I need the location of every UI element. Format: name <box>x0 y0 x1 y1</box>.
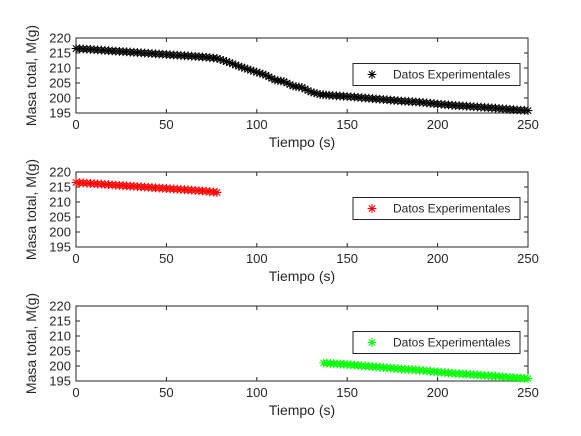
plot-area-2 <box>75 171 529 248</box>
x-tick-label: 0 <box>72 385 79 400</box>
legend-marker <box>367 203 377 214</box>
subplot-3: 0 50 100 150 200 250195200205210215220Tiempo … <box>23 293 539 418</box>
x-tick-label: 200 <box>427 117 449 132</box>
subplot-2: 0 50 100 150 200 250195200205210215220Tiempo … <box>23 159 539 284</box>
y-tick-label: 220 <box>49 31 71 46</box>
x-axis-label: Tiempo (s) <box>269 134 335 150</box>
series-1 <box>319 358 533 384</box>
y-tick-label: 215 <box>49 314 71 329</box>
y-axis-label: Masa total, M(g) <box>23 293 39 394</box>
legend-label: Datos Experimentales <box>393 68 510 82</box>
legend-box <box>352 197 521 220</box>
x-tick-label: 0 <box>72 117 79 132</box>
legend-marker <box>367 69 377 80</box>
y-tick-label: 210 <box>49 329 71 344</box>
y-tick-label: 200 <box>49 91 71 106</box>
x-tick-label: 0 <box>72 251 79 266</box>
y-tick-label: 210 <box>49 61 71 76</box>
x-tick-label: 100 <box>246 251 268 266</box>
legend-label: Datos Experimentales <box>393 202 510 216</box>
y-tick-label: 195 <box>49 374 71 389</box>
data-point <box>212 187 222 197</box>
data-point <box>523 374 533 384</box>
legend: Datos Experimentales <box>352 63 521 86</box>
y-tick-label: 205 <box>49 76 71 91</box>
series-1 <box>71 177 222 197</box>
legend-box <box>352 63 521 86</box>
x-tick-label: 100 <box>246 117 268 132</box>
x-tick-label: 50 <box>159 251 173 266</box>
y-tick-label: 205 <box>49 210 71 225</box>
plot-area-3 <box>75 305 529 382</box>
legend-box <box>352 331 521 354</box>
x-tick-label: 250 <box>517 385 539 400</box>
x-axis-label: Tiempo (s) <box>269 268 335 284</box>
x-tick-label: 200 <box>427 385 449 400</box>
x-tick-label: 50 <box>159 385 173 400</box>
x-tick-label: 250 <box>517 251 539 266</box>
legend: Datos Experimentales <box>352 331 521 354</box>
subplot-1: 0 50 100 150 200 250195200205210215220Tiempo … <box>23 25 539 150</box>
y-tick-label: 220 <box>49 299 71 314</box>
x-tick-label: 200 <box>427 251 449 266</box>
y-axis-label: Masa total, M(g) <box>23 159 39 260</box>
y-tick-label: 215 <box>49 46 71 61</box>
data-point <box>523 106 533 116</box>
y-tick-label: 200 <box>49 359 71 374</box>
x-axis-label: Tiempo (s) <box>269 402 335 418</box>
y-tick-label: 220 <box>49 165 71 180</box>
y-tick-label: 210 <box>49 195 71 210</box>
y-tick-label: 195 <box>49 240 71 255</box>
x-tick-label: 150 <box>336 251 358 266</box>
y-tick-label: 215 <box>49 180 71 195</box>
x-tick-label: 100 <box>246 385 268 400</box>
legend: Datos Experimentales <box>352 197 521 220</box>
plot-area-1 <box>75 37 529 114</box>
series-1 <box>71 43 533 116</box>
x-tick-label: 150 <box>336 385 358 400</box>
y-axis-label: Masa total, M(g) <box>23 25 39 126</box>
x-tick-label: 50 <box>159 117 173 132</box>
legend-label: Datos Experimentales <box>393 336 510 350</box>
x-tick-label: 250 <box>517 117 539 132</box>
legend-marker <box>367 337 377 348</box>
y-tick-label: 205 <box>49 344 71 359</box>
y-tick-label: 195 <box>49 106 71 121</box>
y-tick-label: 200 <box>49 225 71 240</box>
x-tick-label: 150 <box>336 117 358 132</box>
